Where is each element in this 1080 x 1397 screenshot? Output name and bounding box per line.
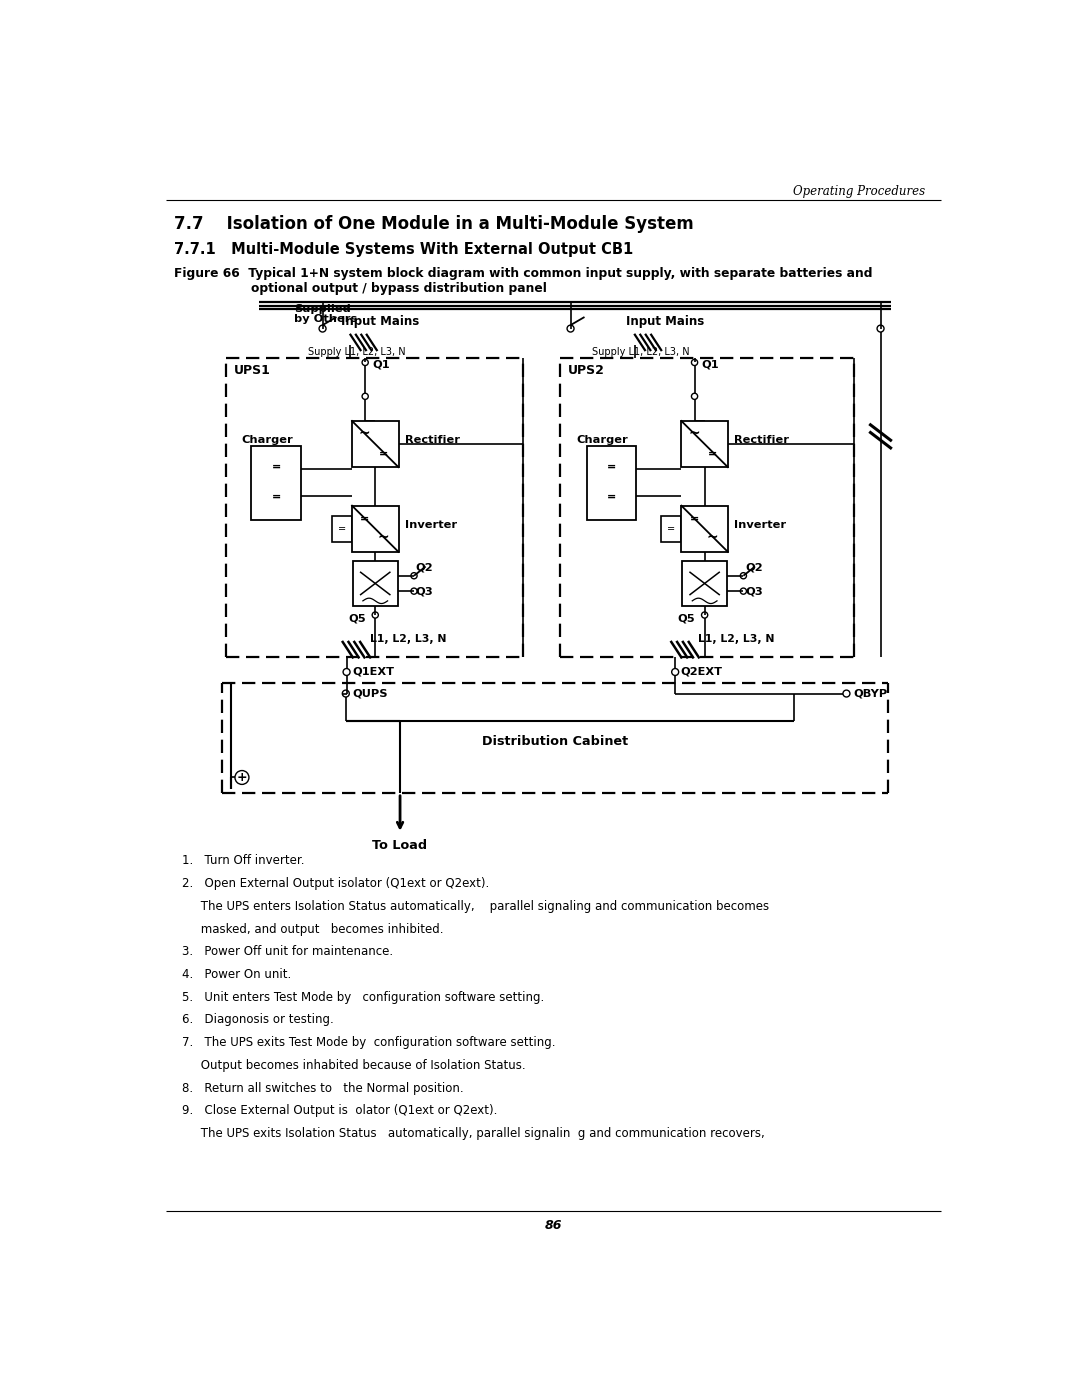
Text: optional output / bypass distribution panel: optional output / bypass distribution pa… bbox=[252, 282, 548, 295]
Text: UPS1: UPS1 bbox=[234, 365, 271, 377]
Text: =: = bbox=[607, 492, 617, 502]
Text: ~: ~ bbox=[688, 426, 700, 440]
Bar bbox=[683, 562, 727, 606]
Bar bbox=[353, 562, 397, 606]
Text: =: = bbox=[689, 513, 699, 524]
Text: Q3: Q3 bbox=[416, 587, 433, 597]
Text: L1, L2, L3, N: L1, L2, L3, N bbox=[699, 634, 775, 644]
Text: Q3: Q3 bbox=[745, 587, 762, 597]
Text: =: = bbox=[379, 448, 388, 458]
Text: L1, L2, L3, N: L1, L2, L3, N bbox=[369, 634, 446, 644]
Bar bbox=[332, 515, 352, 542]
Text: Supplied: Supplied bbox=[294, 305, 351, 314]
Text: 5.   Unit enters Test Mode by   configuration software setting.: 5. Unit enters Test Mode by configuratio… bbox=[181, 990, 543, 1004]
Bar bbox=[681, 420, 728, 467]
Text: =: = bbox=[708, 448, 717, 458]
Bar bbox=[661, 515, 681, 542]
Text: 9.   Close External Output is  olator (Q1ext or Q2ext).: 9. Close External Output is olator (Q1ex… bbox=[181, 1105, 497, 1118]
Text: Output becomes inhabited because of Isolation Status.: Output becomes inhabited because of Isol… bbox=[181, 1059, 525, 1071]
Bar bbox=[352, 420, 399, 467]
Text: Supply L1, L2, L3, N: Supply L1, L2, L3, N bbox=[308, 346, 405, 358]
Text: Charger: Charger bbox=[577, 434, 629, 444]
Text: Charger: Charger bbox=[241, 434, 293, 444]
Text: UPS2: UPS2 bbox=[567, 365, 605, 377]
Text: 1.   Turn Off inverter.: 1. Turn Off inverter. bbox=[181, 855, 303, 868]
Text: Inverter: Inverter bbox=[734, 520, 786, 529]
Text: Q2: Q2 bbox=[745, 563, 762, 573]
Text: 7.7    Isolation of One Module in a Multi-Module System: 7.7 Isolation of One Module in a Multi-M… bbox=[174, 215, 693, 233]
Text: 8.   Return all switches to   the Normal position.: 8. Return all switches to the Normal pos… bbox=[181, 1081, 463, 1095]
Text: Input Mains: Input Mains bbox=[341, 314, 419, 328]
Text: Q2: Q2 bbox=[416, 563, 433, 573]
Text: 7.7.1   Multi-Module Systems With External Output CB1: 7.7.1 Multi-Module Systems With External… bbox=[174, 242, 633, 257]
Text: by Others: by Others bbox=[294, 314, 357, 324]
Text: Q1: Q1 bbox=[702, 359, 719, 369]
Text: ~: ~ bbox=[707, 531, 718, 545]
Text: Rectifier: Rectifier bbox=[405, 436, 460, 446]
Text: 6.   Diagonosis or testing.: 6. Diagonosis or testing. bbox=[181, 1013, 334, 1027]
Text: Operating Procedures: Operating Procedures bbox=[794, 184, 926, 197]
Text: Input Mains: Input Mains bbox=[625, 314, 704, 328]
Text: =: = bbox=[271, 492, 281, 502]
Text: Q2EXT: Q2EXT bbox=[680, 666, 723, 678]
Text: Supply L1, L2, L3, N: Supply L1, L2, L3, N bbox=[592, 346, 690, 358]
Text: 2.   Open External Output isolator (Q1ext or Q2ext).: 2. Open External Output isolator (Q1ext … bbox=[181, 877, 489, 890]
Text: Figure 66  Typical 1+N system block diagram with common input supply, with separ: Figure 66 Typical 1+N system block diagr… bbox=[174, 267, 873, 279]
Text: +: + bbox=[237, 771, 247, 784]
Text: Q1EXT: Q1EXT bbox=[352, 666, 394, 678]
Text: masked, and output   becomes inhibited.: masked, and output becomes inhibited. bbox=[181, 922, 443, 936]
Text: Q1: Q1 bbox=[373, 359, 390, 369]
Text: Rectifier: Rectifier bbox=[734, 436, 789, 446]
Text: =: = bbox=[338, 524, 346, 534]
Text: =: = bbox=[607, 462, 617, 472]
Text: ~: ~ bbox=[378, 531, 389, 545]
Bar bbox=[586, 446, 636, 520]
Text: Inverter: Inverter bbox=[405, 520, 457, 529]
Text: The UPS exits Isolation Status   automatically, parallel signalin  g and communi: The UPS exits Isolation Status automatic… bbox=[181, 1127, 765, 1140]
Text: The UPS enters Isolation Status automatically,    parallel signaling and communi: The UPS enters Isolation Status automati… bbox=[181, 900, 769, 912]
Text: =: = bbox=[271, 462, 281, 472]
Text: 7.   The UPS exits Test Mode by  configuration software setting.: 7. The UPS exits Test Mode by configurat… bbox=[181, 1037, 555, 1049]
Text: 86: 86 bbox=[544, 1218, 563, 1232]
Text: Distribution Cabinet: Distribution Cabinet bbox=[482, 735, 629, 747]
Text: ~: ~ bbox=[359, 426, 370, 440]
Text: =: = bbox=[667, 524, 675, 534]
Bar bbox=[352, 506, 399, 552]
Text: Q5: Q5 bbox=[677, 613, 696, 623]
Text: 4.   Power On unit.: 4. Power On unit. bbox=[181, 968, 291, 981]
Text: 3.   Power Off unit for maintenance.: 3. Power Off unit for maintenance. bbox=[181, 946, 393, 958]
Text: =: = bbox=[360, 513, 369, 524]
Bar bbox=[252, 446, 301, 520]
Text: QUPS: QUPS bbox=[353, 689, 389, 698]
Bar bbox=[681, 506, 728, 552]
Text: To Load: To Load bbox=[373, 840, 428, 852]
Text: QBYP: QBYP bbox=[853, 689, 888, 698]
Text: Q5: Q5 bbox=[348, 613, 366, 623]
